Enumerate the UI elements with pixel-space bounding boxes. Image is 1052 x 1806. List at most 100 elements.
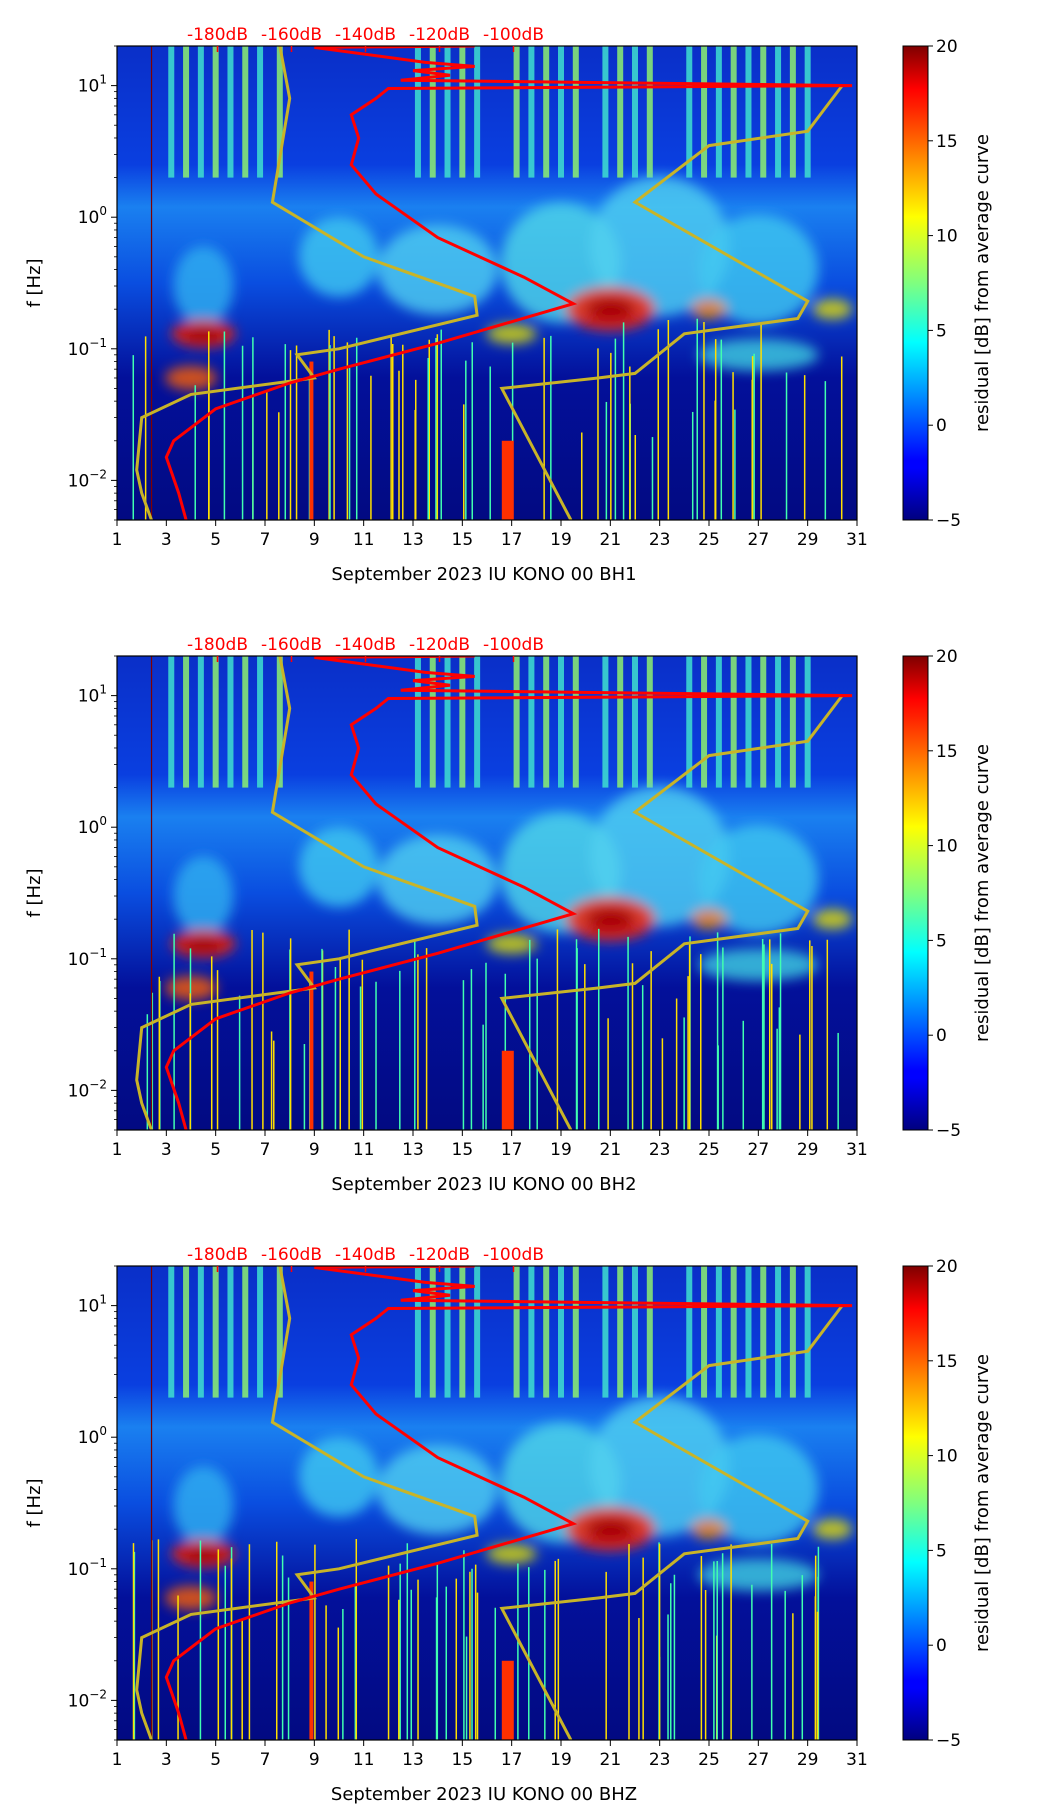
p3-spikes	[132, 1266, 820, 1740]
p3-y-tick-label: 101	[78, 1293, 107, 1317]
p1-stripe	[242, 46, 249, 178]
p2-x-tick-label: 13	[402, 1140, 424, 1160]
p1-x-tick-label: 19	[550, 530, 572, 550]
p2-colorbar-tick-label: 0	[936, 1026, 947, 1046]
p1-blob	[698, 214, 819, 325]
p3-y-tick-label: 100	[78, 1424, 107, 1448]
panel-3: 1 3 5 7 9 11 13 15 17 19 21 23 25 27 29 3110−210−110010…	[24, 1245, 993, 1805]
p3-stripe	[572, 1266, 579, 1398]
p1-stripe	[632, 46, 638, 178]
p1-y-tick-label: 10−2	[68, 467, 107, 491]
p1-stripe	[701, 46, 708, 178]
p1-stripe	[558, 46, 564, 178]
p1-x-tick-label: 1	[112, 530, 123, 550]
p1-db-label: -160dB	[261, 25, 322, 45]
p2-blob	[589, 786, 730, 927]
p3-stripe	[632, 1266, 638, 1398]
p3-x-tick-label: 27	[748, 1750, 770, 1770]
p1-blob	[377, 224, 498, 315]
p2-db-label: -140dB	[335, 635, 396, 655]
p2-stripe	[459, 656, 466, 788]
p2-blob	[377, 834, 498, 925]
panel-2: 1 3 5 7 9 11 13 15 17 19 21 23 25 27 29 3110−210−110010…	[24, 635, 993, 1195]
p3-stripe	[257, 1266, 264, 1398]
p3-blob	[377, 1444, 498, 1535]
p2-colorbar-tick-label: 10	[936, 837, 958, 857]
p1-blob	[486, 323, 537, 344]
p2-stripe	[686, 656, 693, 788]
p2-y-tick-label: 10−2	[68, 1077, 107, 1101]
p1-stripe	[276, 46, 283, 178]
p3-x-tick-label: 15	[452, 1750, 474, 1770]
p1-y-tick-label: 10−1	[68, 336, 107, 360]
p1-stripe	[804, 46, 811, 178]
p3-stripe	[775, 1266, 782, 1398]
p2-blob	[812, 909, 853, 930]
p1-spike-band	[309, 361, 314, 520]
p1-stripe	[459, 46, 466, 178]
p3-x-tick-label: 31	[846, 1750, 868, 1770]
p2-blob	[173, 856, 234, 937]
p1-blob	[698, 338, 819, 371]
p2-stripe	[227, 656, 234, 788]
p1-plot-area	[117, 46, 857, 520]
p3-spike-band	[501, 1660, 514, 1740]
p3-blob	[698, 1434, 819, 1545]
p2-y-tick-label: 101	[78, 683, 107, 707]
p3-axes-frame	[116, 1265, 858, 1741]
p3-x-tick-label: 11	[353, 1750, 375, 1770]
p2-stripe	[513, 656, 520, 788]
p3-blob	[691, 1519, 727, 1540]
p2-blob	[486, 933, 537, 954]
p1-stripe	[257, 46, 264, 178]
p3-stripe	[543, 1266, 550, 1398]
p1-colorbar-tick-label: 0	[936, 416, 947, 436]
p3-stripe	[804, 1266, 811, 1398]
p1-stripe	[528, 46, 535, 178]
p3-blob	[589, 1396, 730, 1537]
p3-stripe	[513, 1266, 520, 1398]
p3-nlnm-curve	[135, 1266, 479, 1740]
p2-stripe	[168, 656, 175, 788]
p2-stripe	[474, 656, 481, 788]
p1-colorbar-tick-label: 20	[936, 37, 958, 57]
p3-stripe	[730, 1266, 737, 1398]
p2-colorbar-tick-label: −5	[936, 1121, 961, 1141]
p1-nlnm-curve	[135, 46, 479, 520]
p2-x-tick-label: 19	[550, 1140, 572, 1160]
p3-blob	[486, 1543, 537, 1564]
p1-stripe	[197, 46, 204, 178]
p3-stripe	[242, 1266, 249, 1398]
p3-microseism	[165, 1396, 853, 1610]
p3-stripe	[276, 1266, 283, 1398]
p3-plot-area	[117, 1266, 857, 1740]
p1-x-tick-label: 17	[501, 530, 523, 550]
p1-stripes	[168, 46, 811, 178]
p3-db-label: -140dB	[335, 1245, 396, 1265]
p1-stripe	[730, 46, 737, 178]
spectrogram-3: 1 3 5 7 9 11 13 15 17 19 21 23 25 27 29 3110−210−110010…	[68, 1245, 961, 1770]
p1-db-label: -100dB	[483, 25, 544, 45]
p3-stripe	[701, 1266, 708, 1398]
p2-stripe	[646, 656, 653, 788]
p3-blob	[165, 1585, 217, 1610]
p1-db-label: -180dB	[187, 25, 248, 45]
p1-x-tick-label: 13	[402, 530, 424, 550]
p2-colorbar-tick-label: 5	[936, 931, 947, 951]
p3-blob	[183, 1546, 224, 1561]
p2-stripe	[257, 656, 264, 788]
p1-db-label: -120dB	[409, 25, 470, 45]
p2-stripe	[528, 656, 535, 788]
p1-x-tick-label: 25	[698, 530, 720, 550]
p3-stripe	[528, 1266, 535, 1398]
p3-stripe	[715, 1266, 722, 1398]
p2-stripe	[444, 656, 451, 788]
p1-spikes	[132, 46, 843, 520]
p1-blob	[691, 299, 727, 320]
p3-nhnm-curve	[499, 1304, 844, 1740]
p1-stripe	[429, 46, 436, 178]
p2-stripe	[543, 656, 550, 788]
p3-db-label: -160dB	[261, 1245, 322, 1265]
p1-stripe	[168, 46, 175, 178]
